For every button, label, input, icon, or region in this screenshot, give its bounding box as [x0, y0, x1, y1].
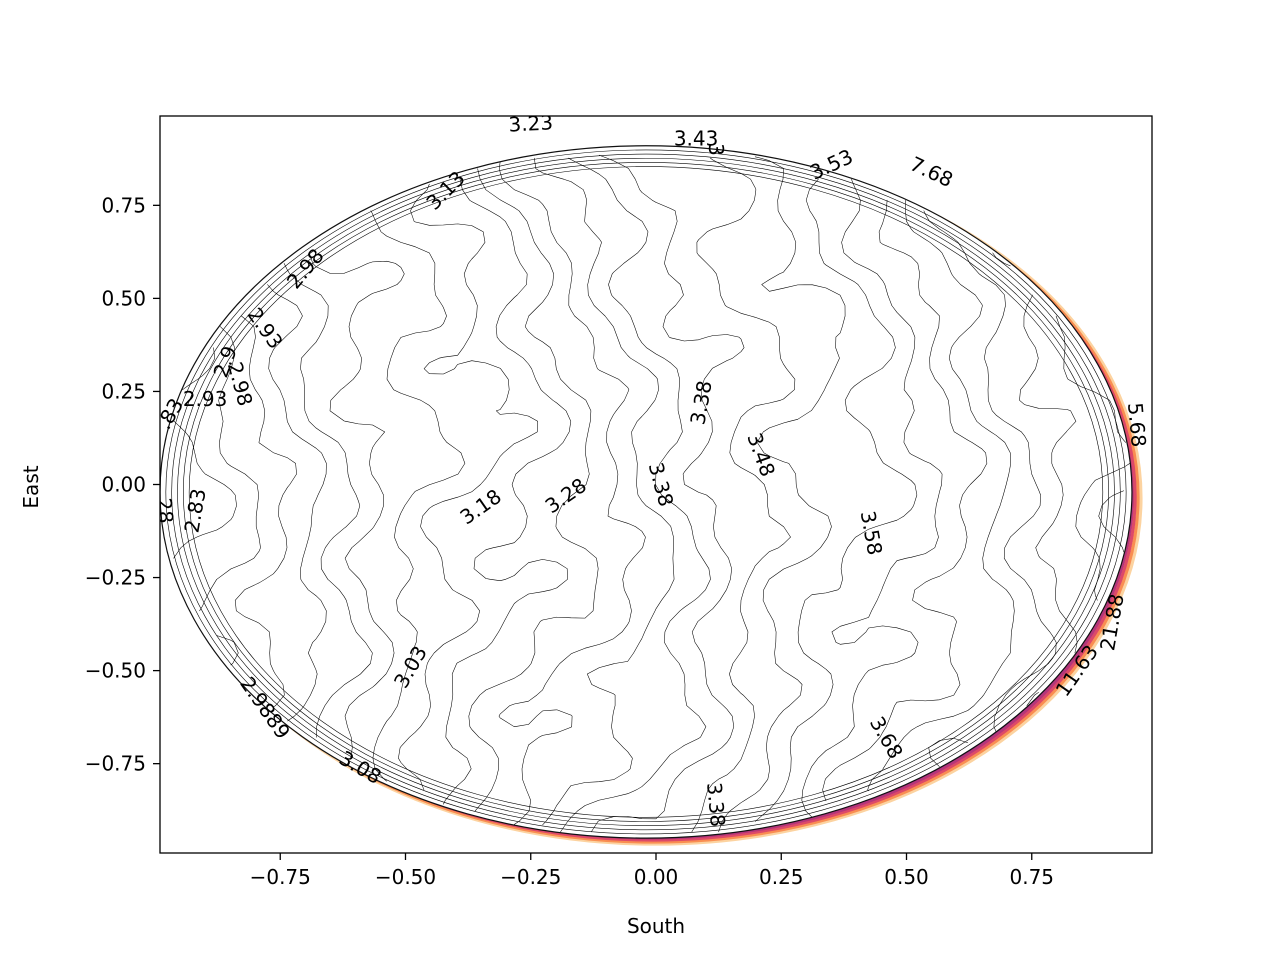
contour-label: 3.43 [674, 126, 719, 150]
x-axis-label: South [627, 914, 685, 938]
contour-line [534, 157, 675, 826]
x-tick-label: 0.25 [759, 865, 804, 889]
contour-line [691, 157, 796, 833]
contour-line [591, 154, 745, 833]
contour-label: 3.38 [702, 781, 730, 827]
contour-line [398, 183, 538, 791]
colored-edge-contours [160, 145, 1143, 846]
contour-line [267, 284, 327, 722]
edge-contour-line [188, 166, 1104, 818]
x-tick-label: 0.00 [634, 865, 679, 889]
x-tick-label: −0.25 [500, 865, 561, 889]
edge-contour-line [171, 153, 1121, 831]
contour-line [822, 199, 988, 802]
plot-area: 3.233.433 3.53 7.683.132.982.932.92.982.93… [152, 110, 1151, 846]
contour-line [560, 157, 711, 833]
y-tick-label: −0.25 [85, 566, 146, 590]
domain-boundary [160, 145, 1133, 839]
x-tick-label: −0.50 [375, 865, 436, 889]
contour-label: 2.93 [183, 387, 228, 411]
x-tick-label: 0.75 [1009, 865, 1054, 889]
y-tick-label: −0.50 [85, 659, 146, 683]
x-tick-label: 0.50 [884, 865, 929, 889]
contour-label: 3.23 [508, 110, 554, 136]
y-tick-label: 0.50 [101, 286, 146, 310]
edge-contour-line [177, 157, 1115, 826]
y-axis-label: East [19, 465, 43, 508]
x-axis-ticks: −0.75 −0.50 −0.25 0.00 0.25 0.50 0.75 [250, 853, 1054, 889]
contour-line [443, 178, 572, 805]
contour-line [923, 210, 1057, 767]
contour-label: 28 [152, 497, 178, 524]
y-tick-label: 0.00 [101, 473, 146, 497]
edge-contour-line [183, 162, 1109, 822]
contour-line [199, 326, 261, 666]
y-tick-label: 0.25 [101, 379, 146, 403]
x-tick-label: −0.75 [250, 865, 311, 889]
y-tick-label: −0.75 [85, 752, 146, 776]
contour-line [283, 263, 373, 738]
contour-line [173, 347, 237, 559]
contour-line [468, 168, 599, 812]
contour-line [234, 315, 297, 708]
contour-line [1098, 490, 1124, 553]
contour-label: 5.68 [1123, 402, 1151, 448]
y-tick-label: 0.75 [101, 193, 146, 217]
contour-lines [173, 154, 1131, 833]
y-axis-ticks: −0.75 −0.50 −0.25 0.00 0.25 0.50 0.75 [85, 193, 160, 776]
contour-line [801, 178, 943, 818]
contour-line [867, 199, 1015, 791]
contour-line [754, 178, 918, 822]
contour-line [498, 161, 646, 825]
contour-line [718, 156, 846, 833]
edge-contour-line [165, 149, 1127, 835]
contour-line [309, 252, 405, 759]
contour-label: 3 [704, 143, 728, 156]
contour-line [992, 252, 1078, 706]
contour-line [370, 210, 466, 782]
contour-line [1055, 315, 1131, 601]
